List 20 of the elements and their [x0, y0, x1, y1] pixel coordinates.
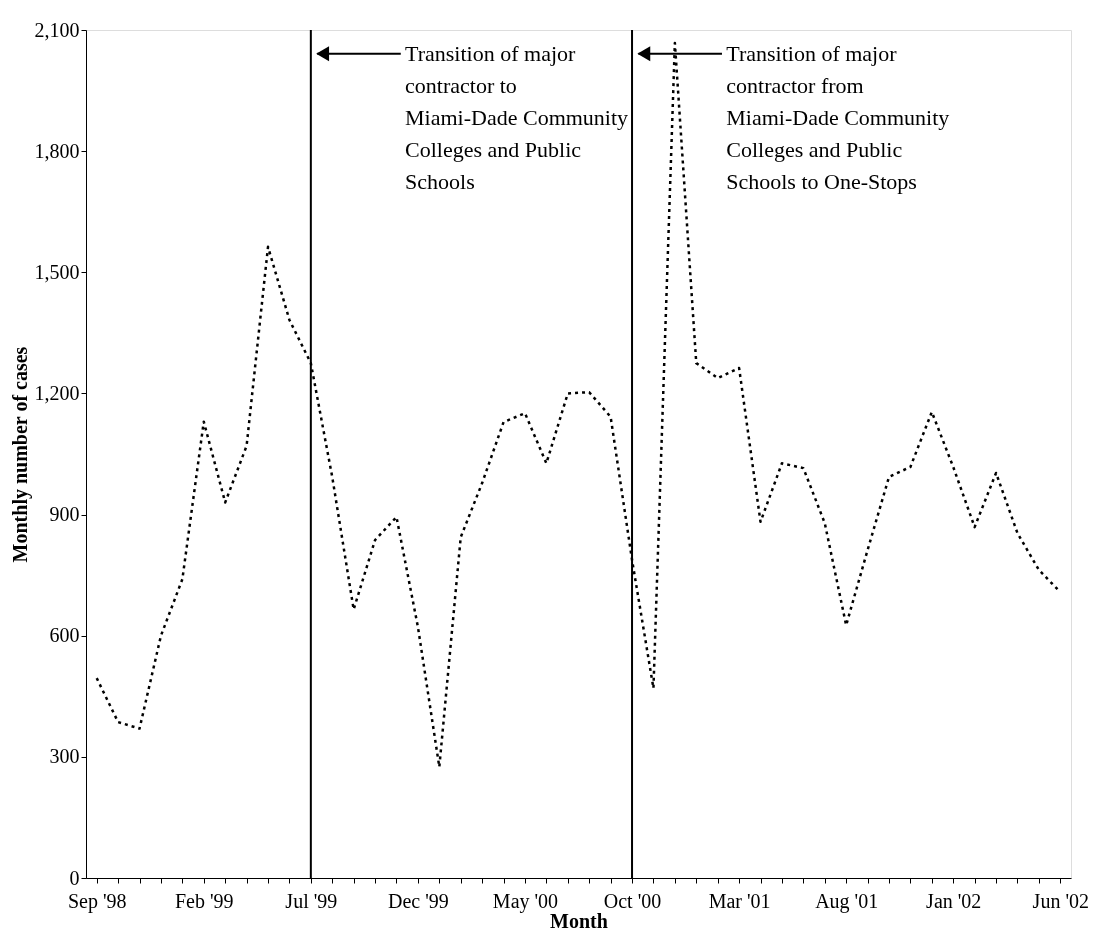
y-tick-label: 0 — [69, 866, 80, 889]
y-tick-label: 1,800 — [34, 139, 80, 162]
x-tick-label: Jul '99 — [285, 889, 338, 912]
y-tick-label: 300 — [49, 745, 80, 768]
ref-line-label: Transition of major contractor from Miami-Dade Community Colleges and Public Schools to One-Stops — [726, 40, 950, 194]
x-tick-label: Feb '99 — [174, 889, 234, 912]
x-tick-label: Jan '02 — [926, 889, 982, 912]
x-tick-label: Oct '00 — [603, 889, 662, 912]
ref-line-label: Transition of major contractor to Miami-Dade Community Colleges and Public Schools — [405, 40, 629, 194]
y-tick-label: 1,500 — [34, 260, 80, 283]
y-axis-title: Monthly number of cases — [8, 346, 32, 563]
y-tick-label: 600 — [49, 624, 80, 647]
y-tick-label: 1,200 — [34, 381, 80, 404]
x-tick-label: Jun '02 — [1032, 889, 1089, 912]
x-tick-label: Mar '01 — [708, 889, 771, 912]
x-tick-label: Dec '99 — [388, 889, 449, 912]
x-tick-label: Sep '98 — [67, 889, 127, 913]
x-tick-label: Aug '01 — [815, 889, 879, 913]
y-tick-label: 900 — [49, 503, 80, 526]
y-tick-label: 2,100 — [34, 18, 80, 41]
